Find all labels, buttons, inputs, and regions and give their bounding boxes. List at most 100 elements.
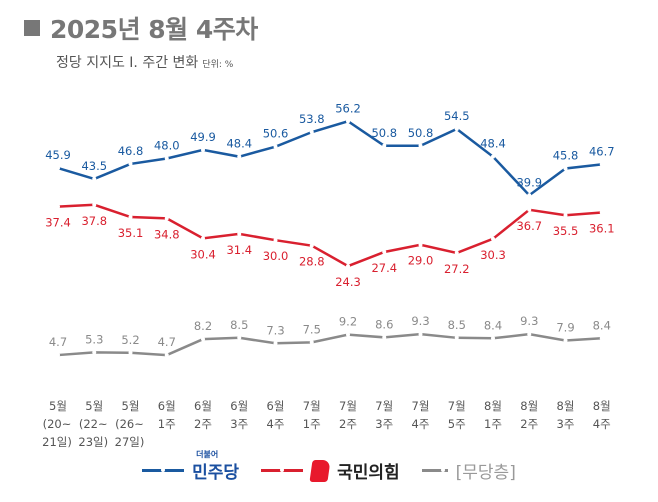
data-point-ppp xyxy=(309,243,314,248)
data-point-ppp xyxy=(237,231,242,236)
data-label-dem: 50.6 xyxy=(263,127,289,141)
x-tick-label: 7월 xyxy=(303,399,321,413)
legend-item-ppp: 국민의힘 xyxy=(261,458,400,483)
data-label-none: 9.2 xyxy=(339,315,357,329)
data-point-dem xyxy=(273,144,278,149)
data-point-ppp xyxy=(491,236,495,241)
x-tick-label: 1주 xyxy=(484,417,502,431)
data-point-none xyxy=(237,335,242,340)
data-point-dem xyxy=(382,143,387,148)
data-point-none xyxy=(346,332,350,337)
data-label-ppp: 31.4 xyxy=(226,243,252,257)
data-label-ppp: 35.1 xyxy=(118,226,144,240)
x-tick-label: 5월 xyxy=(85,399,103,413)
data-label-dem: 50.8 xyxy=(371,126,397,140)
legend-label-text: 민주당 xyxy=(192,463,240,483)
x-tick-label: 6월 xyxy=(230,399,248,413)
data-point-ppp xyxy=(92,202,97,207)
data-label-dem: 56.2 xyxy=(335,101,361,115)
data-point-ppp xyxy=(454,250,459,255)
data-label-ppp: 27.2 xyxy=(444,262,470,276)
data-label-ppp: 36.7 xyxy=(516,219,542,233)
x-tick-label: 23일) xyxy=(78,435,108,449)
data-label-ppp: 30.3 xyxy=(480,248,506,262)
data-point-ppp xyxy=(527,207,532,212)
data-label-dem: 49.9 xyxy=(190,130,216,144)
legend-line-red xyxy=(261,468,304,472)
legend-item-democratic: 더불어 민주당 xyxy=(142,450,240,483)
x-tick-label: 8월 xyxy=(484,399,502,413)
data-point-ppp xyxy=(56,204,60,209)
data-label-dem: 53.8 xyxy=(299,112,325,126)
data-point-dem xyxy=(309,130,314,135)
data-label-dem: 48.4 xyxy=(226,137,252,151)
subtitle-text: 정당 지지도 Ⅰ. 주간 변화 xyxy=(56,55,199,71)
data-point-none xyxy=(309,340,314,345)
data-point-none xyxy=(491,336,495,341)
x-tick-label: 2주 xyxy=(520,417,538,431)
data-label-none: 7.3 xyxy=(266,323,284,337)
x-tick-label: 8월 xyxy=(593,399,611,413)
data-label-ppp: 37.8 xyxy=(81,214,107,228)
x-tick-label: 4주 xyxy=(412,417,430,431)
data-point-none xyxy=(201,337,205,342)
x-tick-label: 6월 xyxy=(158,399,176,413)
data-point-dem xyxy=(164,156,169,161)
series-line-ppp xyxy=(57,203,602,268)
data-label-ppp: 28.8 xyxy=(299,255,325,269)
data-point-ppp xyxy=(128,215,133,220)
data-label-ppp: 30.4 xyxy=(190,247,216,261)
data-label-ppp: 24.3 xyxy=(335,275,361,289)
data-label-none: 8.5 xyxy=(448,318,466,332)
x-tick-label: 3주 xyxy=(230,417,248,431)
data-point-none xyxy=(128,350,133,355)
x-tick-label: 4주 xyxy=(593,417,611,431)
data-label-dem: 45.9 xyxy=(45,148,71,162)
data-point-none xyxy=(527,332,532,337)
data-point-none xyxy=(382,335,387,340)
x-tick-label: 5월 xyxy=(49,399,67,413)
data-label-none: 4.7 xyxy=(158,335,176,349)
data-label-none: 8.4 xyxy=(484,318,502,332)
chart-subtitle: 정당 지지도 Ⅰ. 주간 변화 단위: % xyxy=(56,52,233,72)
unit-label: 단위: % xyxy=(202,60,234,70)
x-tick-label: 21일) xyxy=(42,435,72,449)
x-tick-label: 1주 xyxy=(158,417,176,431)
data-point-dem xyxy=(92,176,97,181)
data-point-dem xyxy=(346,119,350,124)
data-label-none: 8.2 xyxy=(194,319,212,333)
data-label-ppp: 36.1 xyxy=(589,222,615,236)
title-text: 2025년 8월 4주차 xyxy=(50,15,258,44)
data-point-dem xyxy=(237,154,242,159)
legend-line-blue xyxy=(142,468,185,472)
data-point-none xyxy=(92,350,97,355)
data-label-ppp: 35.5 xyxy=(553,224,579,238)
data-label-none: 4.7 xyxy=(49,335,67,349)
data-label-dem: 48.0 xyxy=(154,138,180,152)
page-title: 2025년 8월 4주차 xyxy=(24,10,258,46)
data-label-ppp: 30.0 xyxy=(263,249,289,263)
data-point-ppp xyxy=(382,250,387,255)
data-point-dem xyxy=(56,166,60,171)
x-tick-label: 5주 xyxy=(448,417,466,431)
data-point-ppp xyxy=(164,216,169,221)
x-tick-label: 7월 xyxy=(339,399,357,413)
data-point-ppp xyxy=(273,238,278,243)
x-tick-label: 7월 xyxy=(448,399,466,413)
data-point-none xyxy=(164,353,169,358)
data-label-dem: 54.5 xyxy=(444,109,470,123)
data-point-ppp xyxy=(346,264,350,269)
x-tick-label: 3주 xyxy=(557,417,575,431)
x-tick-label: 7월 xyxy=(375,399,393,413)
data-point-none xyxy=(563,338,568,343)
x-tick-label: 27일) xyxy=(115,435,145,449)
x-tick-label: 6월 xyxy=(267,399,285,413)
data-point-dem xyxy=(128,161,133,166)
data-point-ppp xyxy=(563,213,568,218)
data-point-dem xyxy=(454,126,459,131)
data-label-dem: 50.8 xyxy=(408,126,434,140)
legend-label-none: [무당층] xyxy=(455,463,516,483)
x-tick-label: 7월 xyxy=(412,399,430,413)
legend-line-gray xyxy=(421,468,448,472)
line-chart: 45.9 43.5 46.8 48.0 49.9 48.4 50.6 53.8 56.2 50.8… xyxy=(42,101,615,449)
